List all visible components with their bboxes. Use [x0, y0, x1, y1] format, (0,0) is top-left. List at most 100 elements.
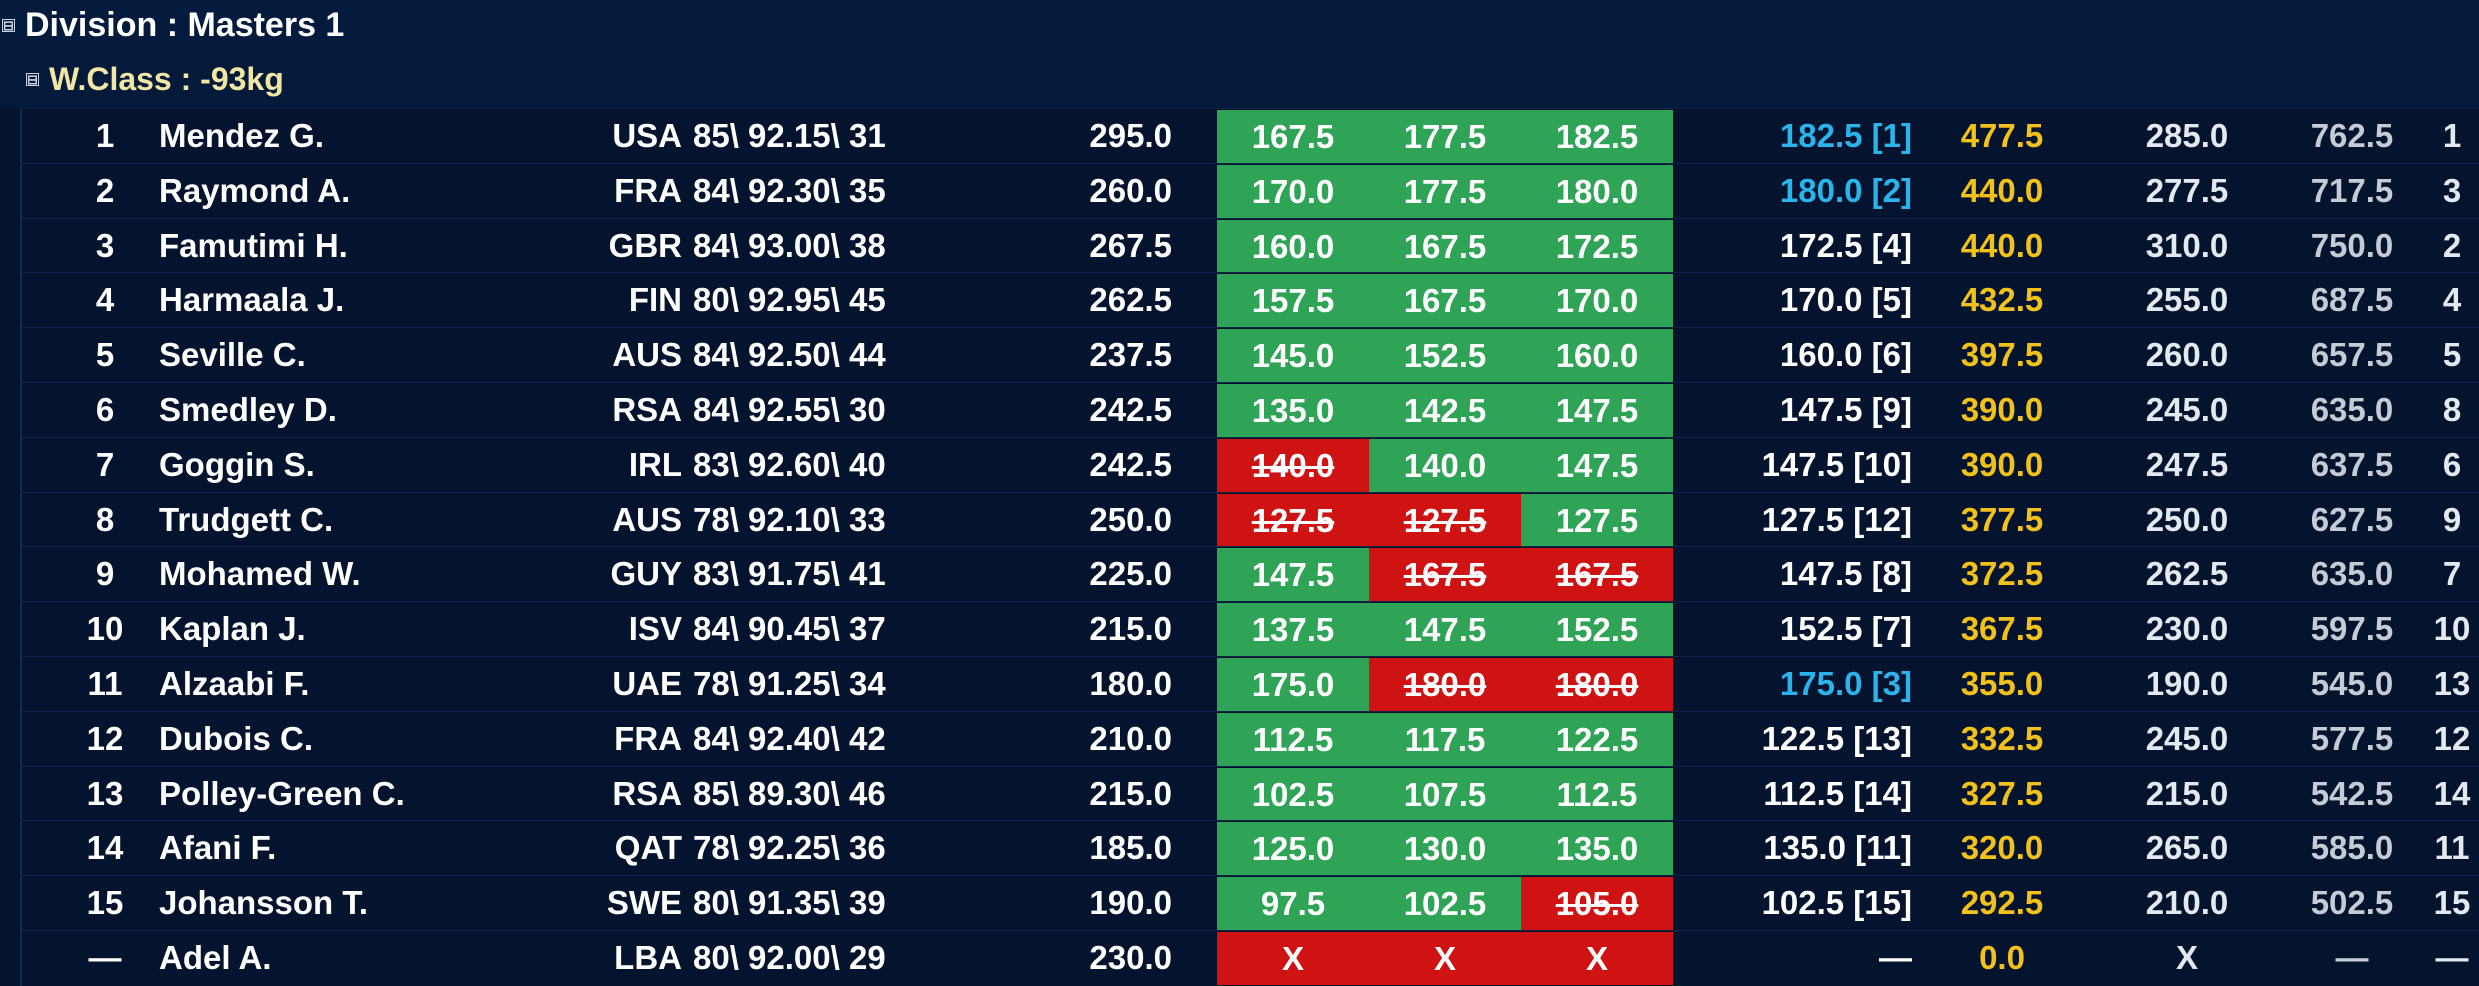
next-value: 260.0 [2145, 336, 2229, 374]
table-row[interactable]: 2 Raymond A. FRA 84\ 92.30\ 35 260.0 170.0 177… [22, 162, 2479, 218]
athlete-name: Trudgett C. [159, 500, 334, 538]
projected-total: 717.5 [2310, 171, 2394, 209]
table-row[interactable]: 11 Alzaabi F. UAE 78\ 91.25\ 34 180.0 175.0 18… [22, 656, 2479, 711]
attempt-1-bad: 140.0 [1217, 438, 1369, 492]
attempt-value: 112.5 [1252, 720, 1334, 758]
attempt-value: 152.5 [1555, 611, 1639, 649]
rank-cell: 14 [86, 829, 124, 867]
attempt-value: 160.0 [1251, 227, 1335, 265]
total-value: 292.5 [1960, 884, 2044, 922]
attempt-value: 180.0 [1555, 666, 1639, 703]
table-row[interactable]: 14 Afani F. QAT 78\ 92.25\ 36 185.0 125.0 130.… [22, 820, 2479, 876]
attempt-value: 137.5 [1251, 611, 1335, 649]
total-value: 432.5 [1960, 281, 2044, 319]
table-row[interactable]: 4 Harmaala J. FIN 80\ 92.95\ 45 262.5 157.5 16… [22, 272, 2479, 328]
table-row[interactable]: 3 Famutimi H. GBR 84\ 93.00\ 38 267.5 160.0 16… [22, 217, 2479, 273]
place-value: 3 [2442, 171, 2462, 209]
attempt-3-good: 127.5 [1521, 493, 1673, 547]
table-row[interactable]: 13 Polley-Green C. RSA 85\ 89.30\ 46 215.0 10… [22, 765, 2479, 821]
attempt-value: 172.5 [1555, 227, 1639, 265]
total-value: 332.5 [1960, 719, 2044, 757]
attempt-3-bad: 105.0 [1521, 877, 1673, 931]
table-row[interactable]: 8 Trudgett C. AUS 78\ 92.10\ 33 250.0 127.5 12… [22, 491, 2479, 547]
place-value: 2 [2442, 226, 2462, 264]
athlete-name: Raymond A. [159, 171, 351, 209]
country-code: FRA [614, 719, 682, 757]
attempt-value: 122.5 [1555, 720, 1639, 758]
country-code: RSA [612, 391, 682, 428]
weight-class-header[interactable]: ⊟ W.Class : -93kg [0, 50, 2479, 108]
best-lift: 182.5 [1] [1779, 117, 1912, 154]
attempt-value: 135.0 [1555, 830, 1639, 868]
rank-cell: 13 [86, 774, 124, 812]
attempt-3-good: 135.0 [1521, 822, 1673, 876]
attempt-1-good: 112.5 [1217, 712, 1369, 766]
opener-value: 237.5 [1089, 336, 1172, 374]
attempt-value: 167.5 [1251, 118, 1335, 155]
rank-cell: 1 [95, 117, 115, 154]
bodyweight-info: 83\ 92.60\ 40 [693, 445, 886, 483]
division-header[interactable]: ⊟ Division : Masters 1 [0, 0, 2479, 50]
table-row[interactable]: 5 Seville C. AUS 84\ 92.50\ 44 237.5 145.0 152… [22, 327, 2479, 383]
rank-cell: 12 [86, 719, 124, 757]
attempt-2-bad: X [1369, 932, 1521, 985]
attempt-2-good: 167.5 [1369, 219, 1521, 273]
opener-value: 225.0 [1089, 555, 1172, 593]
place-value: 1 [2442, 117, 2462, 154]
best-lift: 147.5 [10] [1761, 445, 1912, 483]
collapse-icon[interactable]: ⊟ [26, 71, 39, 87]
table-row[interactable]: 6 Smedley D. RSA 84\ 92.55\ 30 242.5 135.0 142… [22, 382, 2479, 437]
table-row[interactable]: 1 Mendez G. USA 85\ 92.15\ 31 295.0 167.5 177.… [22, 108, 2479, 163]
opener-value: 215.0 [1089, 610, 1172, 648]
country-code: FRA [614, 171, 682, 209]
attempt-value: 135.0 [1251, 392, 1335, 429]
attempt-value: 117.5 [1404, 720, 1486, 758]
attempt-2-good: 107.5 [1369, 767, 1521, 821]
attempt-value: 170.0 [1555, 282, 1639, 320]
table-row[interactable]: 12 Dubois C. FRA 84\ 92.40\ 42 210.0 112.5 117… [22, 710, 2479, 766]
table-row[interactable]: 10 Kaplan J. ISV 84\ 90.45\ 37 215.0 137.5 147… [22, 601, 2479, 657]
table-row[interactable]: 7 Goggin S. IRL 83\ 92.60\ 40 242.5 140.0 140.… [22, 436, 2479, 492]
projected-total: 542.5 [2310, 774, 2394, 812]
attempt-value: X [1281, 940, 1304, 977]
results-table: 1 Mendez G. USA 85\ 92.15\ 31 295.0 167.5 177.… [0, 108, 2479, 986]
attempt-1-good: 97.5 [1217, 877, 1369, 931]
rank-cell: 10 [86, 610, 124, 648]
rank-cell: 3 [95, 226, 115, 264]
place-value: — [2435, 939, 2469, 976]
attempt-1-good: 125.0 [1217, 822, 1369, 876]
place-value: 6 [2442, 445, 2462, 483]
opener-value: 260.0 [1089, 171, 1172, 209]
attempt-3-good: 180.0 [1521, 164, 1673, 218]
next-value: 245.0 [2145, 719, 2229, 757]
table-row[interactable]: 9 Mohamed W. GUY 83\ 91.75\ 41 225.0 147.5 167… [22, 546, 2479, 602]
place-value: 8 [2442, 391, 2462, 428]
attempt-value: 167.5 [1403, 556, 1487, 594]
place-value: 14 [2433, 774, 2471, 812]
table-row[interactable]: 15 Johansson T. SWE 80\ 91.35\ 39 190.0 97.5 1… [22, 875, 2479, 931]
projected-total: 635.0 [2310, 391, 2394, 428]
attempt-3-good: 160.0 [1521, 329, 1673, 383]
place-value: 15 [2433, 884, 2471, 922]
attempt-value: 140.0 [1251, 446, 1335, 484]
attempt-value: 107.5 [1403, 775, 1487, 813]
bodyweight-info: 80\ 91.35\ 39 [693, 884, 886, 922]
projected-total: 635.0 [2310, 555, 2394, 593]
projected-total: 502.5 [2310, 884, 2394, 922]
next-value: 265.0 [2145, 829, 2229, 867]
attempt-1-good: 160.0 [1217, 219, 1369, 273]
attempt-2-good: 142.5 [1369, 384, 1521, 437]
projected-total: 750.0 [2310, 226, 2394, 264]
attempt-value: 127.5 [1555, 501, 1639, 539]
collapse-icon[interactable]: ⊟ [2, 17, 15, 33]
athlete-name: Harmaala J. [159, 281, 345, 319]
rank-cell: 6 [95, 391, 115, 428]
attempt-value: 152.5 [1403, 337, 1487, 375]
next-value: 310.0 [2145, 226, 2229, 264]
attempt-1-good: 170.0 [1217, 164, 1369, 218]
table-row[interactable]: — Adel A. LBA 80\ 92.00\ 29 230.0 X X X — 0.0 X — — [22, 930, 2479, 985]
attempt-value: 180.0 [1555, 172, 1639, 210]
attempt-1-good: 145.0 [1217, 329, 1369, 383]
country-code: SWE [606, 884, 682, 922]
country-code: FIN [628, 281, 682, 319]
